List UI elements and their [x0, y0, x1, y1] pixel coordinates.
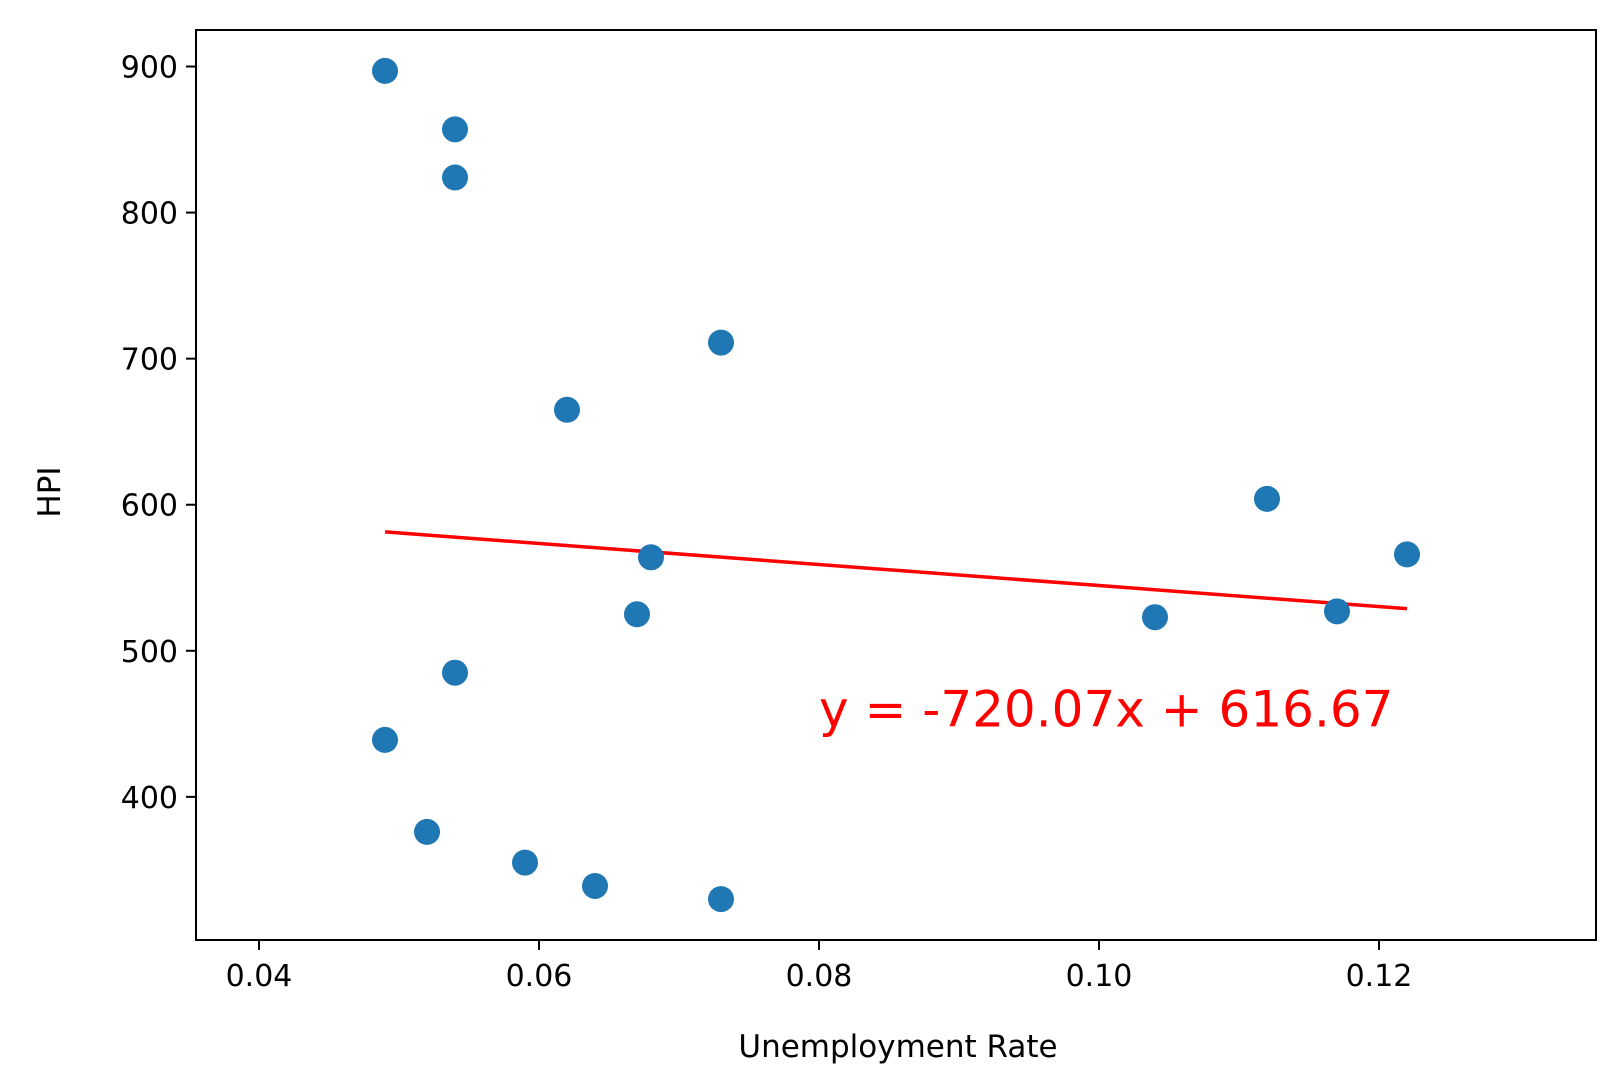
y-tick-label: 800 [121, 197, 178, 232]
scatter-point [512, 849, 538, 876]
scatter-point [442, 659, 468, 686]
x-tick-label: 0.04 [226, 959, 293, 994]
y-tick-label: 400 [121, 781, 178, 816]
y-tick-label: 700 [121, 343, 178, 378]
y-axis-title: HPI [32, 466, 68, 517]
scatter-point [442, 116, 468, 143]
x-tick-label: 0.08 [786, 959, 853, 994]
scatter-point [372, 726, 398, 753]
scatter-point [1324, 598, 1350, 625]
regression-equation-label: y = -720.07x + 616.67 [819, 681, 1394, 739]
scatter-point [624, 601, 650, 628]
scatter-point [638, 544, 664, 571]
y-axis-ticks: 400 500 600 700 800 900 [121, 51, 196, 816]
regression-line [384, 530, 1408, 611]
x-tick-label: 0.06 [506, 959, 573, 994]
scatter-point [442, 164, 468, 191]
x-axis-title: Unemployment Rate [738, 1029, 1057, 1065]
x-tick-label: 0.12 [1346, 959, 1413, 994]
y-tick-label: 900 [121, 51, 178, 86]
plot-area-frame [195, 29, 1597, 941]
regression-layer [384, 530, 1408, 611]
scatter-point [708, 886, 734, 913]
scatter-points [372, 57, 1420, 913]
x-tick-label: 0.10 [1066, 959, 1133, 994]
scatter-point [372, 57, 398, 84]
y-tick-label: 600 [121, 489, 178, 524]
scatter-point [1142, 604, 1168, 631]
x-axis-ticks: 0.04 0.06 0.08 0.10 0.12 [226, 940, 1413, 994]
scatter-point [1254, 485, 1280, 512]
scatter-point [708, 329, 734, 356]
scatter-point [582, 872, 608, 899]
scatter-point [414, 818, 440, 845]
scatter-point [1394, 541, 1420, 568]
y-tick-label: 500 [121, 635, 178, 670]
scatter-point [554, 396, 580, 423]
